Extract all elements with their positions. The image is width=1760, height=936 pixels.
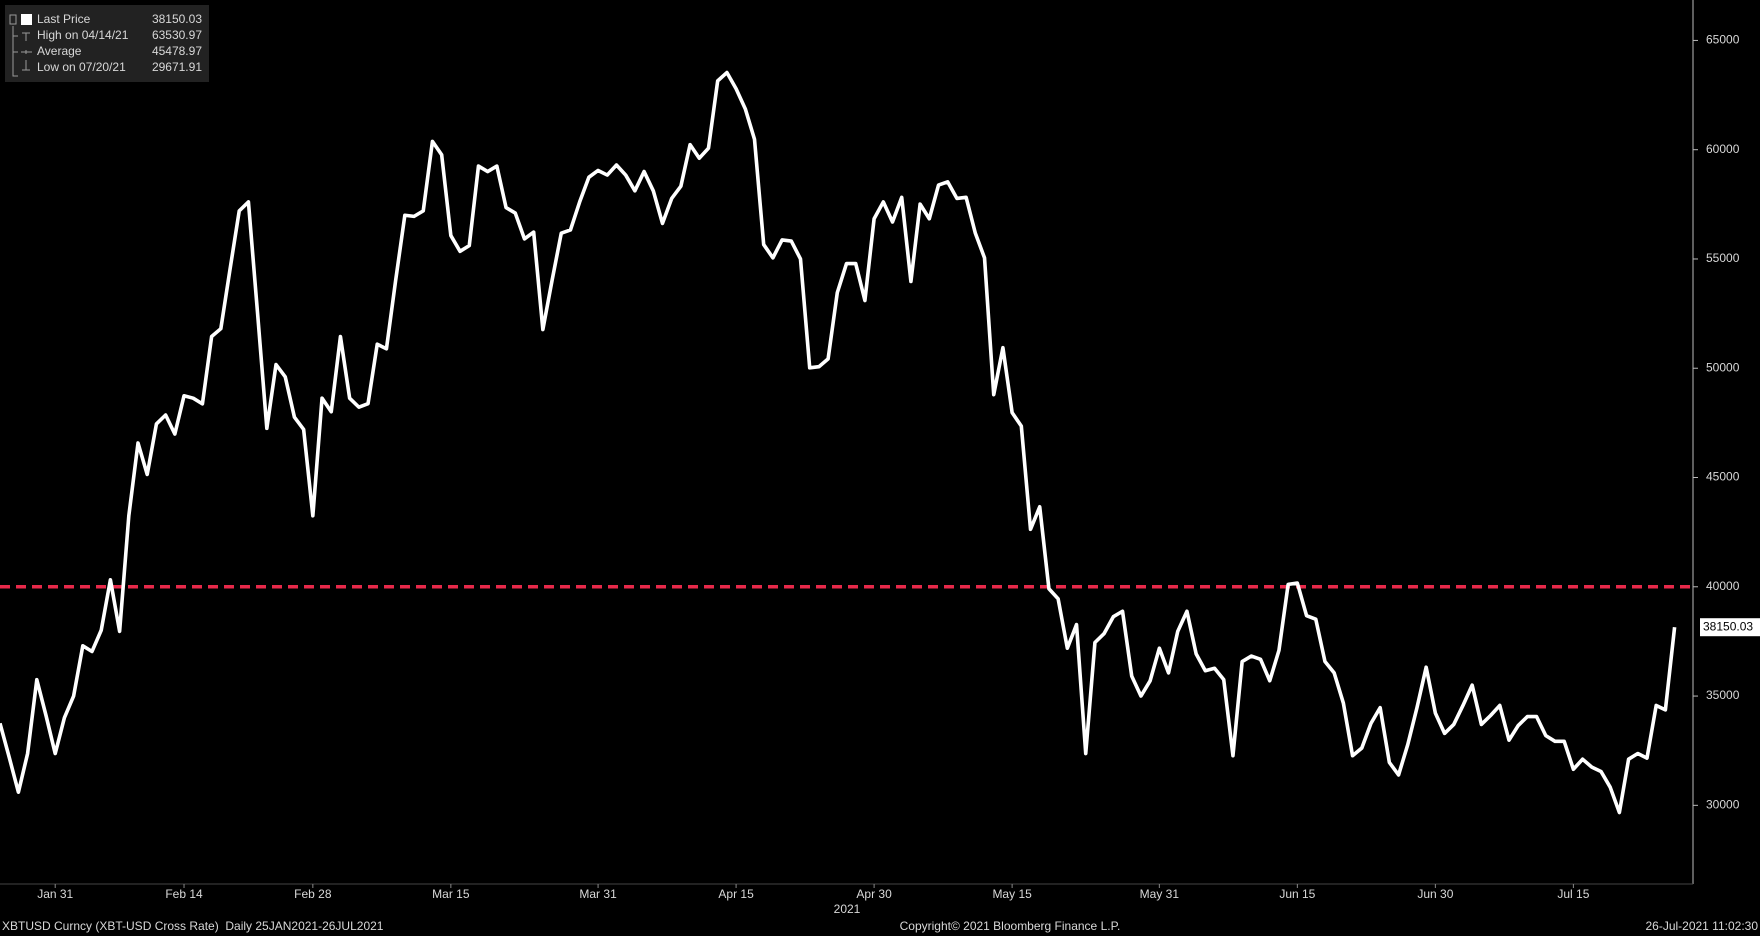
last-price-box — [1700, 618, 1760, 637]
x-tick-label: Jul 15 — [1557, 887, 1589, 901]
y-tick-label: 30000 — [1706, 797, 1740, 811]
y-tick-label: 55000 — [1706, 251, 1740, 265]
x-tick-label: Jan 31 — [37, 887, 73, 901]
legend: Last Price 38150.03 High on 04/14/21 63530.… — [37, 12, 202, 74]
x-tick-label: Apr 30 — [856, 887, 892, 901]
x-tick-label: Jun 15 — [1279, 887, 1315, 901]
legend-stat-label: Average — [37, 44, 82, 58]
x-axis-label: 2021 — [834, 902, 861, 916]
x-tick-label: Jun 30 — [1417, 887, 1453, 901]
legend-stat-label: Low on 07/20/21 — [37, 60, 126, 74]
x-tick-label: Apr 15 — [718, 887, 754, 901]
legend-label: Last Price — [37, 12, 91, 26]
y-tick-label: 50000 — [1706, 360, 1740, 374]
plot-area: 30000 35000 40000 45000 50000 55000 60000 65000… — [0, 33, 1760, 901]
y-tick-label: 65000 — [1706, 33, 1740, 47]
legend-icons — [12, 26, 32, 77]
legend-stat-value: 45478.97 — [152, 44, 202, 58]
x-tick-label: May 31 — [1140, 887, 1180, 901]
legend-collapse — [9, 14, 17, 25]
legend-swatch — [21, 14, 32, 25]
footer-right: 26-Jul-2021 11:02:30 — [1645, 919, 1758, 933]
x-tick-label: May 15 — [992, 887, 1032, 901]
x-tick-label: Mar 31 — [579, 887, 617, 901]
y-tick-label: 40000 — [1706, 579, 1740, 593]
last-price-label: 38150.03 — [1703, 619, 1753, 633]
footer-left: XBTUSD Curncy (XBT-USD Cross Rate) Daily… — [2, 919, 384, 933]
x-tick-label: Feb 28 — [294, 887, 332, 901]
legend-stat-value: 29671.91 — [152, 60, 202, 74]
x-tick-label: Feb 14 — [165, 887, 203, 901]
x-tick-label: Mar 15 — [432, 887, 470, 901]
legend-value: 38150.03 — [152, 12, 202, 26]
legend-box — [5, 5, 209, 82]
price-line — [0, 70, 1677, 815]
footer-center: Copyright© 2021 Bloomberg Finance L.P. — [900, 919, 1121, 933]
y-tick-label: 35000 — [1706, 688, 1740, 702]
legend-stat-label: High on 04/14/21 — [37, 28, 129, 42]
y-tick-label: 45000 — [1706, 470, 1740, 484]
legend-stat-value: 63530.97 — [152, 28, 202, 42]
y-tick-label: 60000 — [1706, 142, 1740, 156]
